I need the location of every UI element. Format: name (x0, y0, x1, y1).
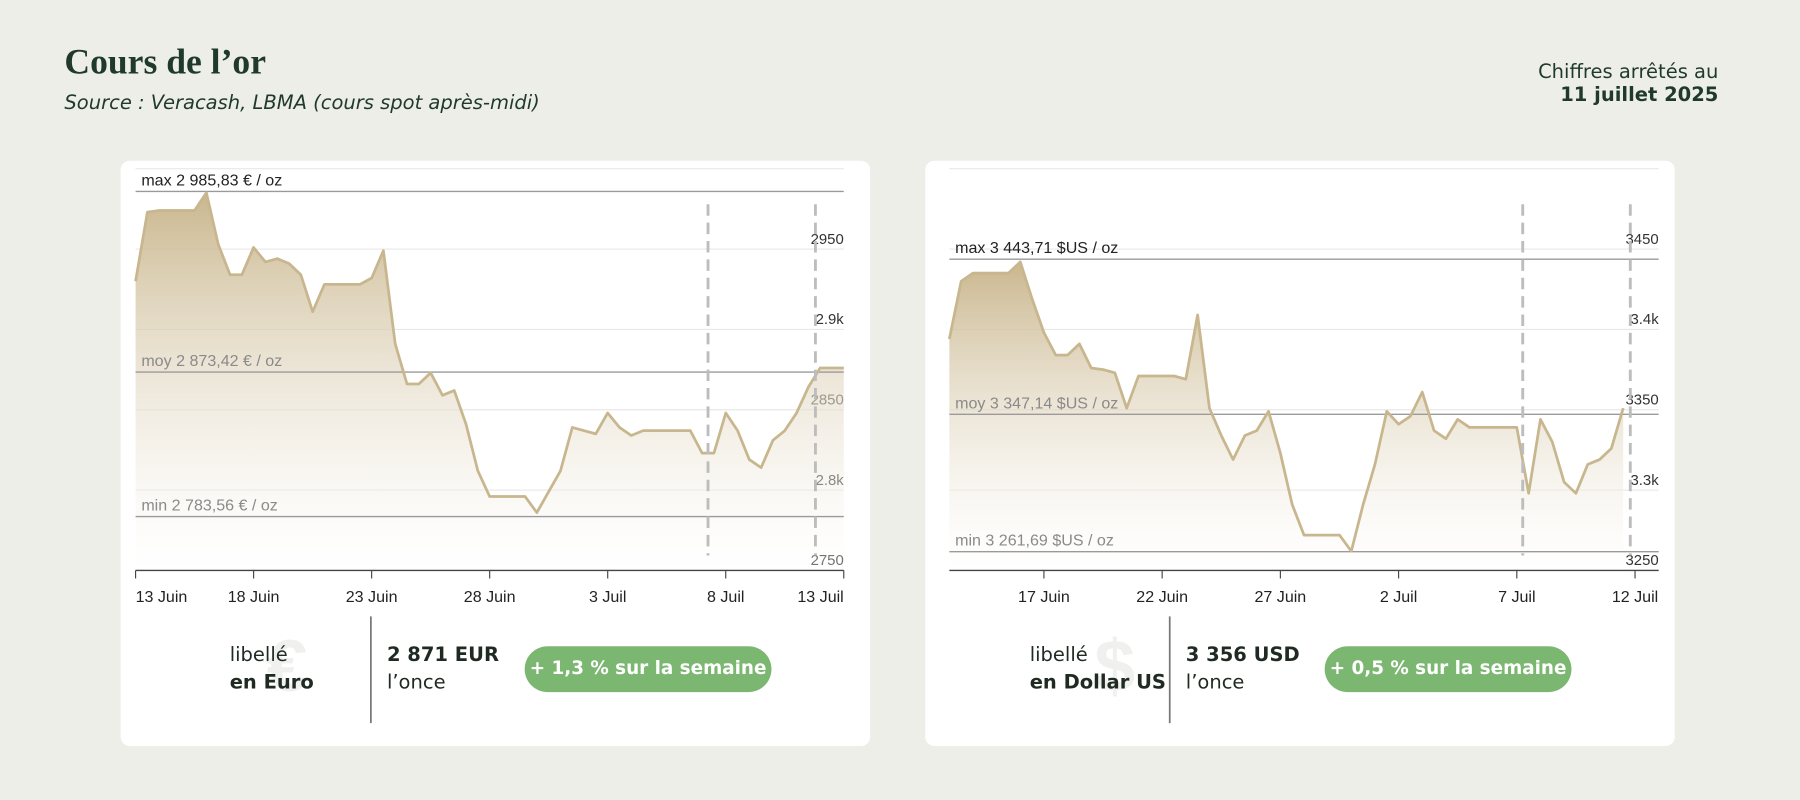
x-tick-label: 12 Juil (1612, 588, 1658, 606)
card-currency: en Dollar US (1030, 670, 1166, 693)
x-tick-label: 28 Juin (464, 588, 516, 606)
card-label: libellé (1030, 643, 1088, 666)
reference-label: moy 2 873,42 € / oz (141, 352, 282, 370)
change-pill (524, 646, 772, 693)
date-label: Chiffres arrêtés au (1538, 60, 1718, 83)
y-tick-label: 2950 (811, 231, 844, 248)
page-title: Cours de l’or (64, 42, 266, 82)
date: 11 juillet 2025 (1560, 83, 1718, 106)
area (135, 192, 844, 571)
card-price: 3 356 USD (1186, 643, 1300, 666)
price-line (948, 260, 1625, 553)
card (925, 160, 1675, 747)
change-pill (1324, 646, 1572, 693)
x-tick-label: 8 Juil (707, 588, 744, 606)
currency-symbol: $ (1094, 625, 1135, 707)
x-tick-label: 13 Juin (136, 588, 188, 606)
x-tick-label: 17 Juin (1018, 588, 1070, 606)
page-subtitle: Source : Veracash, LBMA (cours spot aprè… (64, 91, 539, 114)
card-unit: l’once (1186, 670, 1245, 693)
reference-label: max 3 443,71 $US / oz (955, 239, 1118, 257)
card-currency: en Euro (230, 670, 314, 693)
card-price: 2 871 EUR (387, 643, 499, 666)
currency-symbol: € (267, 625, 308, 707)
x-tick-label: 27 Juin (1254, 588, 1306, 606)
reference-label: min 3 261,69 $US / oz (955, 532, 1114, 550)
price-line (134, 191, 844, 514)
card-unit: l’once (387, 670, 446, 693)
y-tick-label: 3.4k (1630, 311, 1659, 328)
x-tick-label: 18 Juin (228, 588, 280, 606)
reference-label: max 2 985,83 € / oz (141, 171, 282, 189)
y-tick-label: 3350 (1626, 392, 1659, 409)
y-tick-label: 3450 (1626, 231, 1659, 248)
y-tick-label: 3.3k (1630, 472, 1659, 489)
area (949, 261, 1624, 571)
y-tick-label: 2.9k (816, 311, 845, 328)
x-tick-label: 7 Juil (1498, 588, 1535, 606)
x-tick-label: 2 Juil (1380, 588, 1417, 606)
change-text: + 0,5 % sur la semaine (1330, 658, 1567, 679)
change-text: + 1,3 % sur la semaine (530, 658, 767, 679)
x-tick-label: 22 Juin (1136, 588, 1188, 606)
reference-label: min 2 783,56 € / oz (141, 496, 277, 514)
reference-label: moy 3 347,14 $US / oz (955, 394, 1118, 412)
x-tick-label: 23 Juin (346, 588, 398, 606)
card-label: libellé (230, 643, 288, 666)
y-tick-label: 3250 (1626, 552, 1659, 569)
x-tick-label: 13 Juil (797, 588, 843, 606)
x-tick-label: 3 Juil (589, 588, 626, 606)
